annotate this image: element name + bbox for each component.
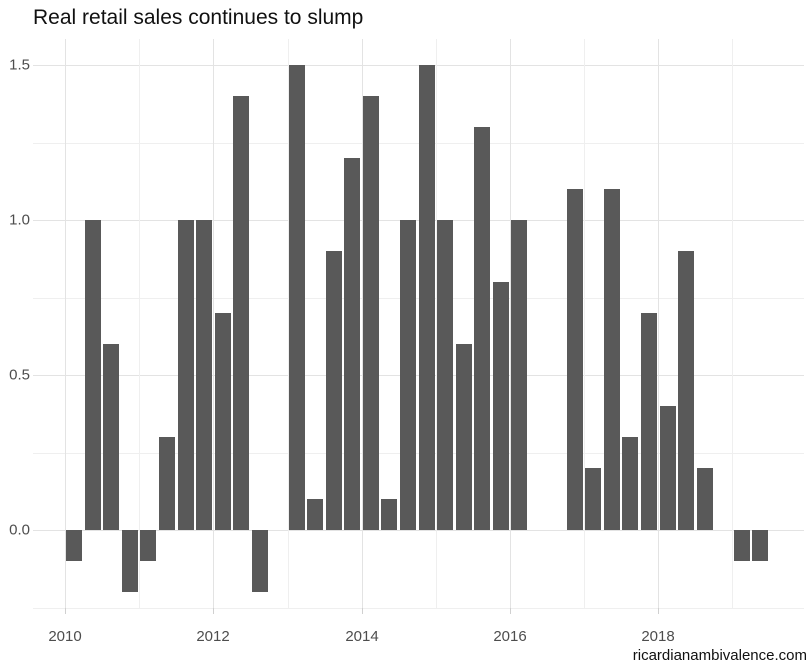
y-minor-gridline [33,453,804,454]
bar [103,344,119,530]
x-major-gridline [658,39,659,608]
bar [734,530,750,561]
bar [381,499,397,530]
x-axis-tick [65,608,66,614]
bar [752,530,768,561]
y-tick-label: 1.5 [9,56,30,74]
x-minor-gridline [584,39,585,608]
bar [419,65,435,530]
bar [252,530,268,592]
bar [122,530,138,592]
y-major-gridline [33,530,804,531]
x-major-gridline [510,39,511,608]
x-tick-label: 2012 [196,628,230,645]
bar [493,282,509,530]
bar [456,344,472,530]
bar [159,437,175,530]
bar [604,189,620,530]
bar [400,220,416,530]
x-minor-gridline [288,39,289,608]
x-axis-tick [510,608,511,614]
bar [178,220,194,530]
bar [437,220,453,530]
y-tick-label: 0.0 [9,521,30,539]
x-axis-tick [658,608,659,614]
bar [289,65,305,530]
bar [363,96,379,530]
bar [233,96,249,530]
x-minor-gridline [139,39,140,608]
x-tick-label: 2010 [48,628,82,645]
source-watermark: ricardianambivalence.com [632,647,807,664]
y-minor-gridline [33,143,804,144]
bar [85,220,101,530]
bar [474,127,490,530]
x-axis-tick [362,608,363,614]
x-tick-label: 2016 [493,628,527,645]
bar [196,220,212,530]
y-major-gridline [33,375,804,376]
y-minor-gridline [33,298,804,299]
x-tick-label: 2018 [641,628,675,645]
bar [641,313,657,530]
chart-title: Real retail sales continues to slump [33,6,364,29]
bar [697,468,713,530]
bar [140,530,156,561]
bar [622,437,638,530]
x-minor-gridline [436,39,437,608]
bar [585,468,601,530]
x-major-gridline [362,39,363,608]
y-tick-label: 1.0 [9,211,30,229]
y-minor-gridline [33,608,804,609]
y-tick-label: 0.5 [9,366,30,384]
x-minor-gridline [732,39,733,608]
x-major-gridline [65,39,66,608]
bar [660,406,676,530]
bar [678,251,694,530]
bar [326,251,342,530]
y-major-gridline [33,220,804,221]
bar [215,313,231,530]
bar [66,530,82,561]
bar [344,158,360,530]
bar [567,189,583,530]
x-axis-tick [213,608,214,614]
bar [307,499,323,530]
y-major-gridline [33,65,804,66]
x-major-gridline [213,39,214,608]
x-tick-label: 2014 [345,628,379,645]
bar [511,220,527,530]
